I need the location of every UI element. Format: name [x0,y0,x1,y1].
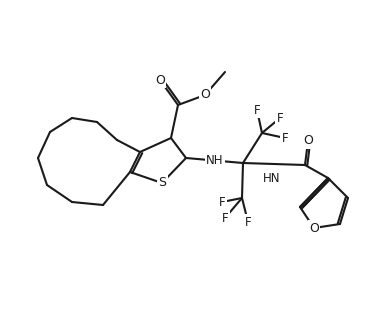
Text: HN: HN [263,172,281,184]
Text: O: O [309,222,319,235]
Text: F: F [277,111,284,124]
Text: F: F [282,131,288,144]
Text: F: F [245,216,251,228]
Text: NH: NH [206,154,224,167]
Text: F: F [222,212,228,225]
Text: S: S [158,177,166,189]
Text: F: F [254,104,260,116]
Text: O: O [155,74,165,86]
Text: O: O [200,89,210,101]
Text: O: O [303,134,313,148]
Text: F: F [219,196,225,208]
